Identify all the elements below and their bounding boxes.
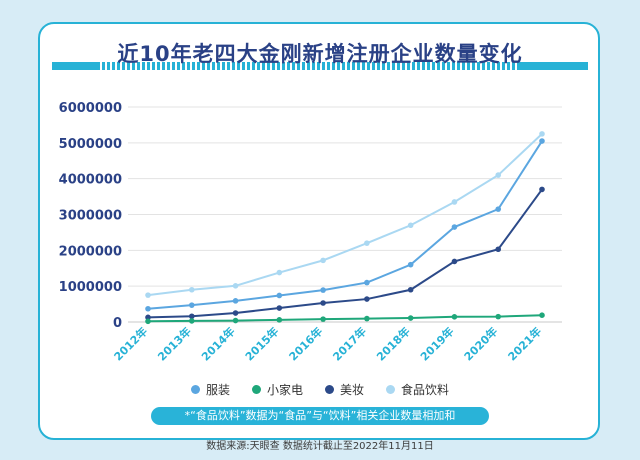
series-line xyxy=(147,140,543,310)
x-tick-label: 2016年 xyxy=(286,324,325,363)
data-point xyxy=(364,279,370,286)
data-point xyxy=(539,312,545,318)
legend-swatch xyxy=(251,385,261,394)
y-tick-label: 3000000 xyxy=(59,209,122,224)
legend-label: 食品饮料 xyxy=(401,383,450,397)
data-point xyxy=(320,300,326,306)
y-tick-label: 4000000 xyxy=(59,173,122,188)
series-line xyxy=(147,188,543,319)
data-point xyxy=(539,131,545,137)
data-point xyxy=(145,314,151,321)
data-point xyxy=(320,287,326,293)
data-point xyxy=(407,315,414,321)
series-line xyxy=(147,314,543,323)
data-point xyxy=(407,286,414,293)
y-tick-label: 0 xyxy=(113,316,122,331)
x-tick-label: 2017年 xyxy=(330,324,369,363)
data-point xyxy=(451,258,458,265)
legend-label: 小家电 xyxy=(266,383,303,397)
legend-item: 服装 xyxy=(190,381,230,398)
y-tick-label: 6000000 xyxy=(59,101,122,116)
x-tick-label: 2020年 xyxy=(461,324,500,363)
chart-card xyxy=(38,22,600,440)
title-stripe xyxy=(52,62,588,70)
data-point xyxy=(364,315,370,322)
x-tick-label: 2013年 xyxy=(155,324,194,363)
legend-item: 食品饮料 xyxy=(386,381,449,398)
data-point xyxy=(232,283,239,289)
data-point xyxy=(188,313,195,320)
data-point xyxy=(407,222,414,229)
data-point xyxy=(364,296,370,302)
data-source: 数据来源:天眼查 数据统计截止至2022年11月11日 xyxy=(206,441,434,452)
legend-item: 美妆 xyxy=(325,381,364,398)
x-tick-label: 2015年 xyxy=(242,324,281,363)
x-tick-label: 2019年 xyxy=(417,324,456,363)
data-point xyxy=(451,199,458,205)
data-point xyxy=(407,261,414,268)
x-tick-label: 2018年 xyxy=(373,324,412,363)
data-point xyxy=(539,186,545,193)
x-tick-label: 2014年 xyxy=(198,324,237,363)
data-point xyxy=(145,318,151,325)
series-line xyxy=(147,133,543,297)
y-tick-label: 5000000 xyxy=(59,137,122,152)
data-point xyxy=(188,302,195,308)
data-point xyxy=(320,316,326,322)
chart-title: 近10年老四大金刚新增注册企业数量变化 xyxy=(117,42,523,66)
data-point xyxy=(276,269,283,276)
legend-swatch xyxy=(386,385,396,394)
data-point xyxy=(276,292,283,299)
legend-swatch xyxy=(325,385,334,394)
legend-label: 美妆 xyxy=(340,383,365,397)
footnote-badge: *“食品饮料”数据为“食品”与“饮料”相关企业数量相加和 xyxy=(151,407,489,425)
data-point xyxy=(276,317,283,323)
x-tick-label: 2021年 xyxy=(505,324,544,363)
legend-item: 小家电 xyxy=(251,381,303,398)
data-point xyxy=(188,318,195,324)
legend-label: 服装 xyxy=(205,383,230,397)
y-tick-label: 1000000 xyxy=(59,280,122,295)
data-point xyxy=(188,286,195,293)
data-point xyxy=(495,172,502,178)
data-point xyxy=(364,240,370,246)
data-point xyxy=(451,224,458,230)
data-point xyxy=(495,206,502,212)
title-stripe-left xyxy=(52,62,98,70)
chart-legend: 服装 小家电 美妆 食品饮料 xyxy=(0,381,640,398)
data-point xyxy=(145,292,151,298)
data-point xyxy=(495,313,502,320)
data-point xyxy=(495,246,502,253)
data-point xyxy=(451,314,458,320)
y-tick-label: 2000000 xyxy=(59,244,122,259)
data-point xyxy=(232,298,239,304)
legend-swatch xyxy=(190,385,200,394)
data-point xyxy=(232,317,239,324)
data-point xyxy=(232,310,239,316)
data-point xyxy=(539,138,545,144)
data-point xyxy=(320,257,326,264)
data-point xyxy=(276,305,283,311)
data-point xyxy=(145,305,151,312)
title-stripe-right xyxy=(520,62,588,70)
